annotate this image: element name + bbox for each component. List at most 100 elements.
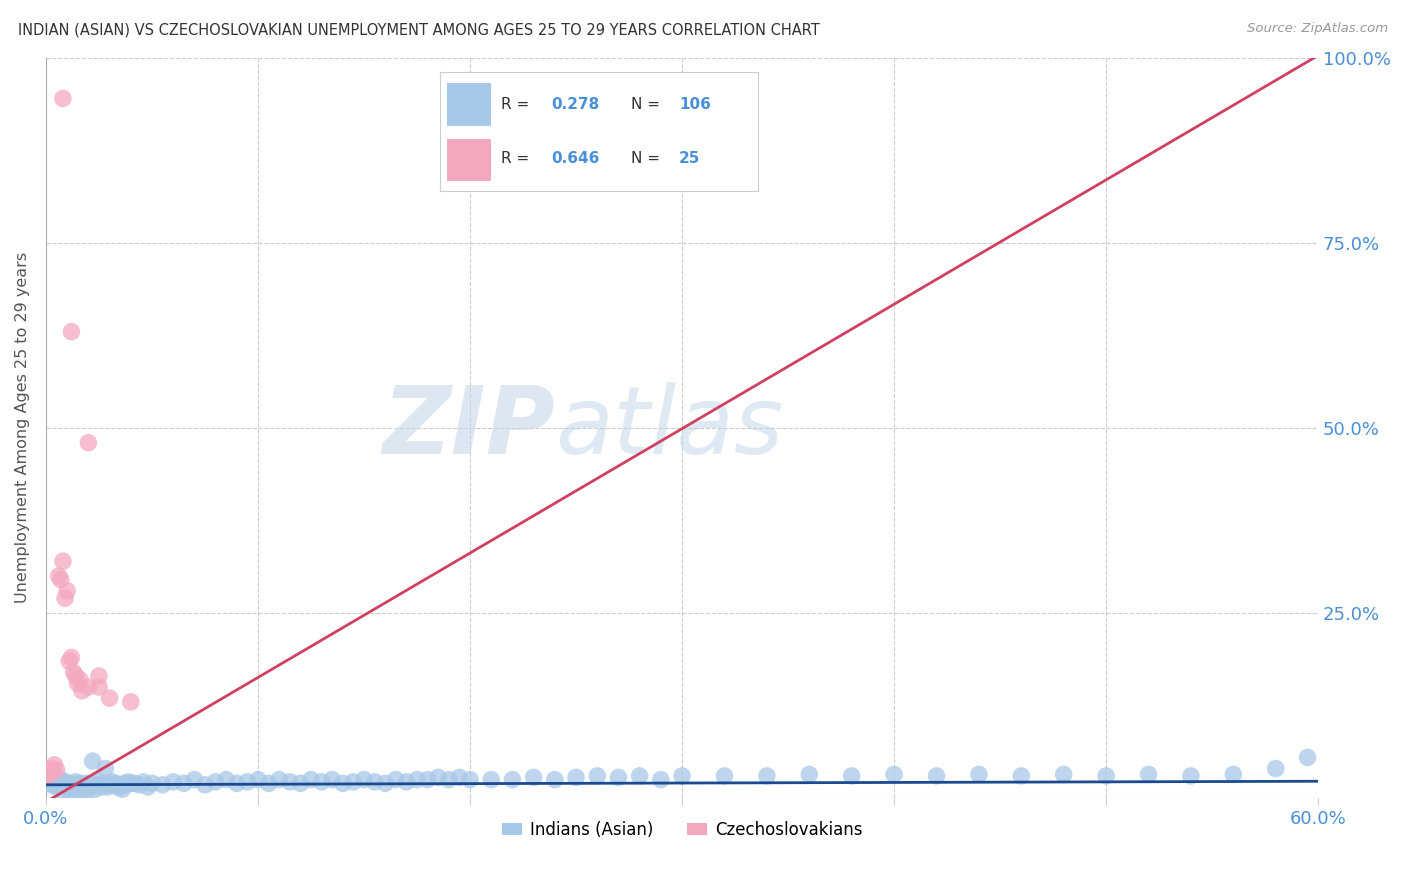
Point	[332, 776, 354, 790]
Point	[141, 776, 163, 790]
Point	[111, 782, 134, 797]
Point	[342, 775, 364, 789]
Point	[49, 772, 72, 787]
Point	[100, 775, 122, 789]
Point	[60, 782, 83, 797]
Point	[91, 778, 114, 792]
Point	[257, 776, 280, 790]
Point	[194, 778, 217, 792]
Point	[1095, 769, 1118, 783]
Point	[41, 762, 63, 776]
Point	[49, 573, 72, 587]
Point	[98, 778, 121, 792]
Point	[118, 775, 141, 789]
Point	[70, 778, 93, 792]
Point	[671, 769, 693, 783]
Point	[132, 775, 155, 789]
Point	[65, 669, 87, 683]
Point	[52, 91, 75, 105]
Point	[58, 654, 80, 668]
Point	[96, 780, 118, 794]
Point	[1137, 767, 1160, 781]
Point	[90, 780, 112, 794]
Point	[107, 780, 129, 794]
Point	[48, 776, 70, 790]
Point	[173, 776, 195, 790]
Point	[1264, 762, 1286, 776]
Point	[1296, 750, 1319, 764]
Point	[53, 591, 76, 606]
Point	[628, 769, 651, 783]
Point	[37, 769, 59, 783]
Point	[45, 780, 67, 794]
Point	[69, 776, 91, 790]
Point	[56, 780, 79, 794]
Point	[755, 769, 778, 783]
Point	[458, 772, 481, 787]
Text: ZIP: ZIP	[382, 382, 555, 474]
Point	[53, 775, 76, 789]
Point	[1180, 769, 1202, 783]
Point	[236, 775, 259, 789]
Point	[87, 669, 110, 683]
Point	[82, 754, 104, 768]
Point	[437, 772, 460, 787]
Point	[1010, 769, 1032, 783]
Point	[87, 680, 110, 694]
Point	[128, 778, 150, 792]
Point	[204, 775, 226, 789]
Point	[94, 762, 117, 776]
Point	[79, 780, 101, 794]
Point	[967, 767, 990, 781]
Point	[103, 778, 125, 792]
Legend: Indians (Asian), Czechoslovakians: Indians (Asian), Czechoslovakians	[495, 814, 869, 846]
Point	[65, 775, 87, 789]
Point	[83, 782, 105, 797]
Point	[565, 771, 588, 785]
Text: INDIAN (ASIAN) VS CZECHOSLOVAKIAN UNEMPLOYMENT AMONG AGES 25 TO 29 YEARS CORRELA: INDIAN (ASIAN) VS CZECHOSLOVAKIAN UNEMPL…	[18, 22, 820, 37]
Point	[406, 772, 429, 787]
Point	[69, 673, 91, 687]
Point	[66, 780, 89, 794]
Text: atlas: atlas	[555, 383, 783, 474]
Point	[363, 775, 385, 789]
Point	[523, 771, 546, 785]
Point	[162, 775, 184, 789]
Point	[75, 776, 97, 790]
Point	[45, 763, 67, 777]
Point	[449, 771, 471, 785]
Y-axis label: Unemployment Among Ages 25 to 29 years: Unemployment Among Ages 25 to 29 years	[15, 252, 30, 604]
Point	[98, 691, 121, 706]
Point	[607, 771, 630, 785]
Point	[841, 769, 863, 783]
Point	[120, 695, 142, 709]
Point	[152, 778, 174, 792]
Point	[479, 772, 502, 787]
Point	[82, 776, 104, 790]
Point	[56, 583, 79, 598]
Point	[94, 776, 117, 790]
Point	[108, 778, 131, 792]
Point	[39, 772, 62, 787]
Point	[299, 772, 322, 787]
Point	[1053, 767, 1076, 781]
Point	[73, 782, 96, 797]
Point	[650, 772, 672, 787]
Point	[60, 791, 83, 805]
Point	[87, 775, 110, 789]
Point	[48, 569, 70, 583]
Point	[321, 772, 343, 787]
Point	[120, 776, 142, 790]
Point	[1222, 767, 1244, 781]
Point	[124, 776, 146, 790]
Point	[925, 769, 948, 783]
Point	[62, 778, 84, 792]
Point	[44, 775, 66, 789]
Point	[44, 757, 66, 772]
Point	[416, 772, 439, 787]
Point	[225, 776, 247, 790]
Point	[108, 780, 131, 794]
Point	[311, 775, 333, 789]
Point	[66, 676, 89, 690]
Point	[77, 680, 100, 694]
